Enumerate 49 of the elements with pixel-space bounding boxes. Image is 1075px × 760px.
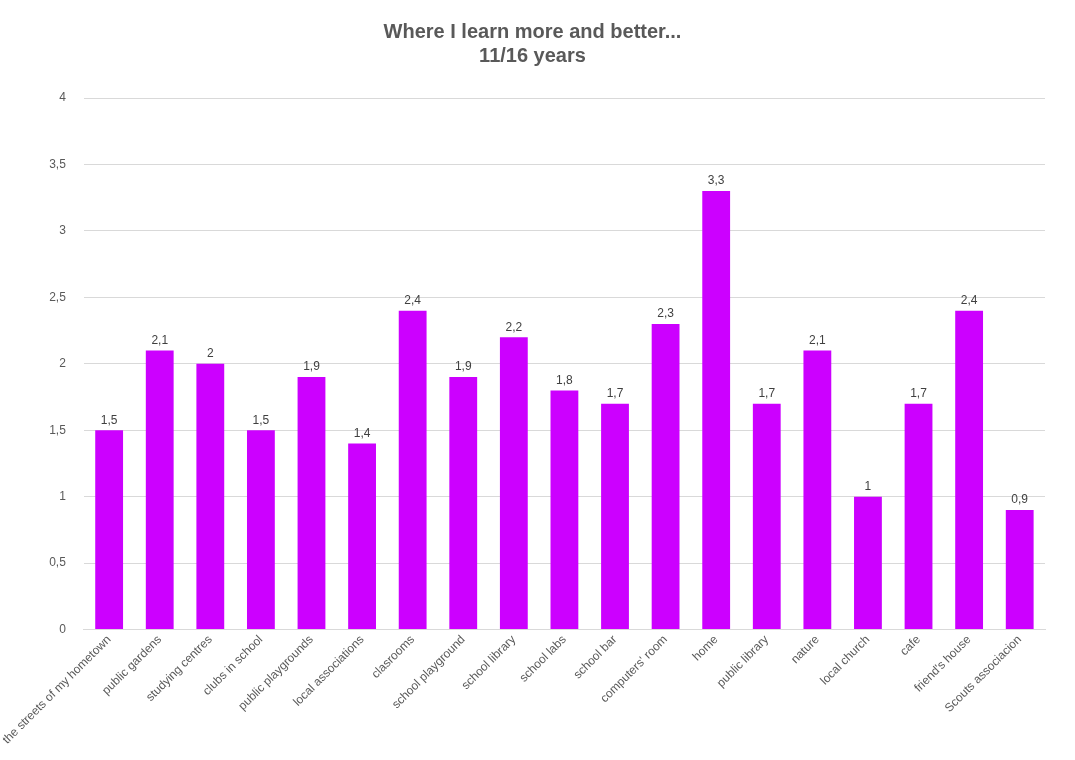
data-label: 1 [864, 479, 872, 494]
x-tick-label: cafe [897, 632, 924, 659]
data-label: 1,7 [910, 385, 928, 400]
chart-title: Where I learn more and better... 11/16 years [383, 19, 682, 66]
data-label: 1,9 [303, 359, 321, 374]
data-label: 2,2 [505, 319, 523, 334]
data-label: 1,5 [252, 412, 270, 427]
bar [854, 496, 882, 630]
y-tick-label: 3,5 [49, 156, 67, 171]
bar [196, 363, 225, 630]
bar [651, 323, 680, 630]
data-label: 3,3 [707, 173, 725, 188]
data-label: 2,3 [657, 306, 675, 321]
y-tick-label: 1 [59, 489, 67, 504]
bar [550, 390, 579, 630]
bar [601, 403, 629, 630]
data-label: 2,1 [151, 332, 169, 347]
bar [752, 403, 781, 630]
bar [297, 377, 326, 630]
bar [1005, 509, 1034, 630]
bar [702, 191, 731, 630]
data-label: 1,4 [353, 425, 371, 440]
bar [398, 310, 427, 630]
y-tick-label: 3 [59, 223, 67, 238]
data-label: 1,8 [556, 372, 574, 387]
data-label: 1,7 [606, 385, 624, 400]
bar [955, 310, 984, 630]
data-label: 2,4 [960, 292, 978, 307]
y-tick-label: 4 [59, 90, 67, 105]
data-label: 1,5 [100, 412, 118, 427]
y-tick-label: 0,5 [49, 555, 67, 570]
bar [904, 403, 933, 630]
bar [95, 430, 124, 630]
y-tick-label: 2,5 [49, 289, 67, 304]
data-label: 2 [206, 346, 214, 361]
data-label: 2,4 [404, 292, 422, 307]
bar [348, 443, 376, 630]
data-label: 1,9 [454, 359, 472, 374]
bar [449, 377, 478, 630]
bar [499, 337, 528, 630]
data-label: 2,1 [809, 332, 827, 347]
y-tick-label: 2 [59, 356, 67, 371]
bar [246, 430, 275, 630]
y-tick-label: 0 [59, 621, 67, 636]
bar [145, 350, 174, 630]
data-label: 0,9 [1011, 492, 1029, 507]
bar [803, 350, 832, 630]
data-label: 1,7 [758, 385, 776, 400]
y-tick-label: 1,5 [49, 422, 67, 437]
